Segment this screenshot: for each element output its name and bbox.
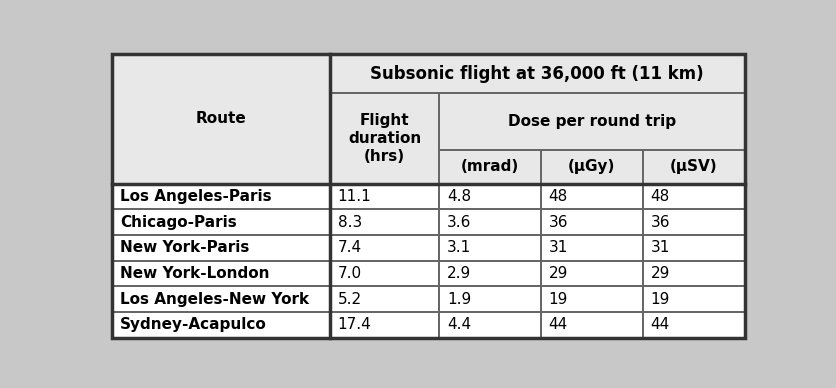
Bar [439,261,541,286]
Bar [330,54,745,93]
Bar [330,235,439,261]
Bar [439,93,745,150]
Bar [330,261,439,286]
Text: Chicago-Paris: Chicago-Paris [120,215,237,230]
Bar [541,209,643,235]
Text: 48: 48 [650,189,670,204]
Bar [541,184,643,209]
Text: Subsonic flight at 36,000 ft (11 km): Subsonic flight at 36,000 ft (11 km) [370,65,704,83]
Bar [330,184,439,209]
Text: 29: 29 [548,266,568,281]
Text: 4.4: 4.4 [447,317,471,333]
Text: Sydney-Acapulco: Sydney-Acapulco [120,317,267,333]
Text: Los Angeles-Paris: Los Angeles-Paris [120,189,272,204]
Bar [439,286,541,312]
Bar [112,286,330,312]
Bar [541,286,643,312]
Bar [112,184,330,209]
Bar [541,312,643,338]
Bar [643,261,745,286]
Text: 5.2: 5.2 [338,292,362,307]
Text: 44: 44 [650,317,670,333]
Text: 19: 19 [650,292,670,307]
Text: 36: 36 [650,215,670,230]
Text: 2.9: 2.9 [447,266,472,281]
Bar [112,54,330,184]
Bar [330,209,439,235]
Bar [330,312,439,338]
Bar [439,235,541,261]
Bar [439,312,541,338]
Text: 8.3: 8.3 [338,215,362,230]
Text: 4.8: 4.8 [447,189,471,204]
Text: Los Angeles-New York: Los Angeles-New York [120,292,309,307]
Bar [112,209,330,235]
Bar [112,235,330,261]
Text: New York-London: New York-London [120,266,269,281]
Text: New York-Paris: New York-Paris [120,240,249,255]
Bar [112,261,330,286]
Text: 1.9: 1.9 [447,292,472,307]
Text: 3.6: 3.6 [447,215,472,230]
Text: Flight
duration
(hrs): Flight duration (hrs) [348,113,421,164]
Text: 19: 19 [548,292,568,307]
Text: (μSV): (μSV) [670,159,717,174]
Text: Dose per round trip: Dose per round trip [507,114,676,129]
Bar [643,312,745,338]
Text: 17.4: 17.4 [338,317,371,333]
Bar [643,209,745,235]
Bar [439,184,541,209]
Bar [541,235,643,261]
Text: (mrad): (mrad) [461,159,519,174]
Bar [643,235,745,261]
Text: Route: Route [196,111,247,126]
Text: 3.1: 3.1 [447,240,472,255]
Bar [541,261,643,286]
Text: 7.4: 7.4 [338,240,362,255]
Text: 44: 44 [548,317,568,333]
Text: (μGy): (μGy) [568,159,615,174]
Text: 7.0: 7.0 [338,266,362,281]
Text: 48: 48 [548,189,568,204]
Text: 29: 29 [650,266,670,281]
Bar [643,184,745,209]
Bar [643,150,745,184]
Text: 31: 31 [548,240,568,255]
Bar [439,150,541,184]
Bar [330,286,439,312]
Text: 11.1: 11.1 [338,189,371,204]
Bar [330,93,439,184]
Text: 36: 36 [548,215,568,230]
Text: 31: 31 [650,240,670,255]
Bar [439,209,541,235]
Bar [112,312,330,338]
Bar [541,150,643,184]
Bar [643,286,745,312]
